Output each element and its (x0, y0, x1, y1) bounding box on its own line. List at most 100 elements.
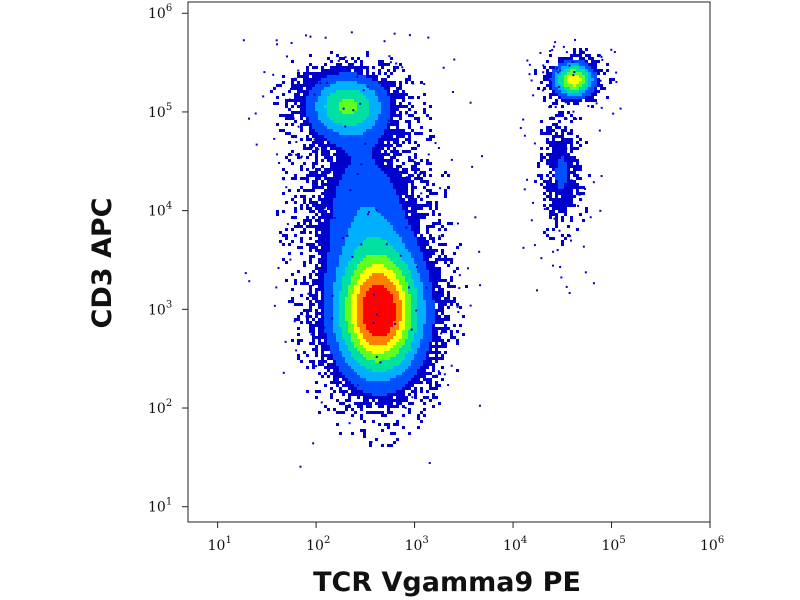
event-point (450, 261, 453, 264)
event-point (321, 294, 324, 297)
event-point (399, 294, 402, 297)
event-point (363, 318, 366, 321)
event-point (591, 66, 594, 69)
event-point (339, 255, 342, 258)
event-point (423, 414, 426, 417)
event-point (375, 231, 378, 234)
event-point (384, 93, 387, 96)
event-point (315, 102, 318, 105)
event-point (384, 351, 387, 354)
event-point (567, 204, 570, 207)
event-point (549, 72, 552, 75)
event-point (342, 213, 345, 216)
event-point (336, 291, 339, 294)
event-point (336, 195, 339, 198)
event-point (549, 210, 552, 213)
event-point (378, 225, 381, 228)
event-point (414, 177, 417, 180)
event-point (444, 255, 447, 258)
event-point (330, 216, 333, 219)
event-point (438, 297, 441, 300)
event-point (588, 93, 591, 96)
event-point (591, 81, 594, 84)
event-point (549, 183, 552, 186)
event-point (384, 204, 387, 207)
event-point (357, 273, 360, 276)
event-point (339, 111, 342, 114)
event-point (339, 198, 342, 201)
event-point (438, 321, 441, 324)
event-point (357, 201, 360, 204)
event-point (408, 204, 411, 207)
event-point (555, 87, 558, 90)
event-point (591, 78, 594, 81)
event-point (315, 264, 318, 267)
event-point (360, 72, 363, 75)
event-point (543, 66, 546, 69)
event-point (333, 261, 336, 264)
event-point (384, 222, 387, 225)
event-point (315, 72, 318, 75)
event-point (333, 174, 336, 177)
event-point (405, 324, 408, 327)
event-point (555, 141, 558, 144)
event-point (429, 288, 432, 291)
event-point (342, 279, 345, 282)
event-point (357, 354, 360, 357)
event-point (399, 360, 402, 363)
event-point (429, 237, 432, 240)
event-point (438, 273, 441, 276)
event-point (330, 141, 333, 144)
event-point (369, 321, 372, 324)
event-point (318, 132, 321, 135)
event-point (552, 90, 555, 93)
event-point (381, 105, 384, 108)
event-point (564, 90, 567, 93)
event-point (366, 150, 369, 153)
event-point (393, 84, 396, 87)
event-point (336, 294, 339, 297)
event-point (366, 78, 369, 81)
event-point (411, 366, 414, 369)
event-point (423, 372, 426, 375)
event-point (315, 201, 318, 204)
event-point (282, 210, 285, 213)
event-point (306, 243, 309, 246)
event-point (363, 387, 366, 390)
event-point (351, 291, 354, 294)
event-point (381, 138, 384, 141)
event-point (399, 234, 402, 237)
event-point (327, 333, 330, 336)
event-point (381, 159, 384, 162)
event-point (555, 168, 558, 171)
event-point (396, 288, 399, 291)
event-point (318, 270, 321, 273)
event-point (405, 285, 408, 288)
event-point (339, 252, 342, 255)
event-point (333, 120, 336, 123)
event-point (390, 357, 393, 360)
event-point (351, 186, 354, 189)
event-point (549, 156, 552, 159)
event-point (426, 225, 429, 228)
event-point (327, 171, 330, 174)
event-point (387, 306, 390, 309)
event-point (381, 99, 384, 102)
event-point (339, 360, 342, 363)
event-point (348, 312, 351, 315)
event-point (405, 183, 408, 186)
event-point (372, 99, 375, 102)
event-point (348, 93, 351, 96)
event-point (582, 63, 585, 66)
event-point (363, 174, 366, 177)
event-point (426, 288, 429, 291)
event-point (420, 369, 423, 372)
event-point (399, 348, 402, 351)
event-point (342, 291, 345, 294)
event-point (363, 216, 366, 219)
event-point (432, 315, 435, 318)
event-point (414, 351, 417, 354)
event-point (384, 309, 387, 312)
event-point (354, 207, 357, 210)
event-point (315, 213, 318, 216)
